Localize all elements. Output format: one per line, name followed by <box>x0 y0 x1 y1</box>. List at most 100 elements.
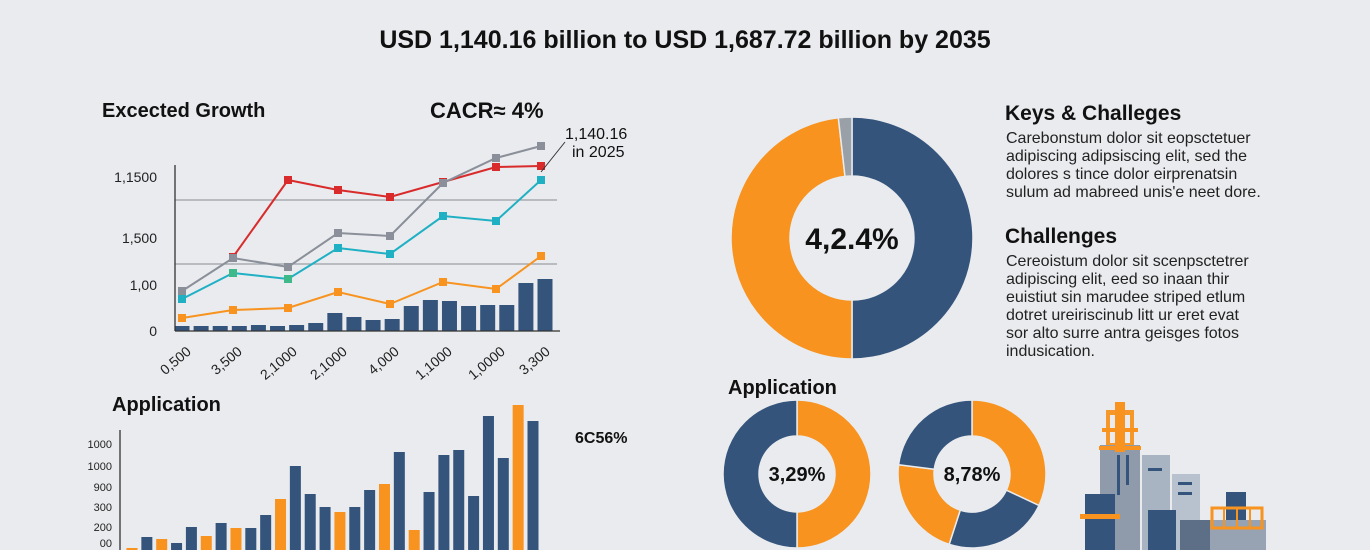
main-donut-chart: 4,2.4% <box>730 116 974 360</box>
y-tick-label: 1,500 <box>122 230 157 246</box>
x-tick-label: 2,1000 <box>257 343 300 383</box>
series-point-gray <box>439 179 447 187</box>
challenges-line: dotret ureiriscinub litt ur eret evat <box>1006 307 1239 324</box>
volume-bar <box>365 320 381 331</box>
series-point-red <box>386 193 394 201</box>
series-point-gray <box>537 142 545 150</box>
y-tick-label: 0 <box>149 323 157 339</box>
application-bar <box>334 512 346 550</box>
y-tick-label: 1000 <box>88 439 112 451</box>
x-tick-label: 3,500 <box>208 343 245 378</box>
annotation-value: 1,140.16 <box>565 126 628 143</box>
application-bar-chart: 1000 1000 900 300 200 00 <box>88 405 539 550</box>
x-tick-label: 3,300 <box>516 343 553 378</box>
series-point-teal <box>284 275 292 283</box>
volume-bar <box>461 306 477 331</box>
application-bar <box>275 499 287 550</box>
application-bar <box>230 528 242 550</box>
volume-bar <box>346 317 362 331</box>
series-point-red <box>284 176 292 184</box>
application-bar <box>527 421 539 550</box>
application-bar <box>468 496 480 550</box>
application-right-title: Application <box>728 377 837 399</box>
application-bar <box>364 490 376 550</box>
application-left-title: Application <box>112 394 221 416</box>
page-title: USD 1,140.16 billion to USD 1,687.72 bil… <box>379 26 991 54</box>
series-point-orange <box>492 285 500 293</box>
city-illustration <box>1080 402 1266 550</box>
application-bar <box>200 536 212 550</box>
challenges-line: Cereoistum dolor sit scenpsctetrer <box>1006 253 1249 270</box>
application-bar <box>304 494 316 550</box>
series-point-teal <box>334 244 342 252</box>
series-point-gray <box>229 254 237 262</box>
challenges-text: Cereoistum dolor sit scenpsctetrer adipi… <box>1006 253 1296 361</box>
volume-bar <box>289 325 305 331</box>
application-bar <box>156 539 168 550</box>
application-bar <box>245 528 257 550</box>
volume-bar <box>441 301 457 331</box>
annotation-leader-line <box>540 141 566 173</box>
volume-bar <box>403 306 419 331</box>
donut-center-label: 4,2.4% <box>805 223 898 256</box>
x-tick-label: 1,0000 <box>465 343 508 383</box>
series-point-orange <box>439 278 447 286</box>
volume-bar <box>231 326 247 331</box>
keys-line: sulum ad mabreed unis'e neet dore. <box>1006 184 1261 201</box>
application-bar <box>215 523 227 550</box>
volume-bar <box>422 300 438 331</box>
y-tick-label: 00 <box>100 538 112 550</box>
y-tick-label: 1,00 <box>130 277 157 293</box>
application-bar <box>512 405 524 550</box>
volume-bar <box>327 313 343 331</box>
series-point-gray <box>284 263 292 271</box>
application-bar <box>497 458 509 550</box>
y-tick-label: 1000 <box>88 461 112 473</box>
application-bar <box>393 452 405 550</box>
y-tick-label: 200 <box>94 522 112 534</box>
application-bar <box>141 537 153 550</box>
volume-bar <box>174 326 190 331</box>
challenges-line: adipiscing elit, eed so inaan thir <box>1006 271 1230 288</box>
application-bar <box>171 543 183 550</box>
series-point-teal <box>386 250 394 258</box>
series-line-red <box>232 165 542 258</box>
donut-hole <box>759 436 835 512</box>
challenges-line: sor alto surre antra geisges fotos <box>1006 325 1240 342</box>
application-donut-1: 3,29% <box>722 399 872 549</box>
application-bar <box>438 455 450 550</box>
y-tick-label: 900 <box>94 482 112 494</box>
series-point-orange <box>537 252 545 260</box>
series-point-gray <box>386 232 394 240</box>
x-tick-label: 0,500 <box>157 343 194 378</box>
y-tick-label: 1,1500 <box>114 169 157 185</box>
application-left-label: 6C56% <box>575 430 628 447</box>
series-point-gray <box>178 287 186 295</box>
series-point-red <box>492 163 500 171</box>
volume-bar <box>250 325 266 331</box>
volume-bar <box>193 326 209 331</box>
donut-center-label: 3,29% <box>769 464 826 486</box>
volume-bar <box>212 326 228 331</box>
challenges-title: Challenges <box>1005 225 1118 248</box>
series-line-gray <box>181 145 542 292</box>
application-bar <box>408 530 420 550</box>
keys-text: Carebonstum dolor sit eopsctetuer adipis… <box>1006 130 1296 202</box>
application-bar <box>482 416 494 550</box>
series-point-red <box>334 186 342 194</box>
x-tick-label: 2,1000 <box>307 343 350 383</box>
challenges-line: indusication. <box>1006 343 1095 360</box>
series-point-orange <box>229 306 237 314</box>
keys-line: adipiscing adipsiscing elit, sed the <box>1006 148 1248 165</box>
series-line-teal <box>181 179 542 300</box>
series-point-red <box>537 162 545 170</box>
cagr-label: CACR≈ 4% <box>430 98 544 123</box>
series-point-orange <box>284 304 292 312</box>
x-tick-label: 4,000 <box>365 343 402 378</box>
series-point-gray <box>492 154 500 162</box>
series-point-gray <box>334 229 342 237</box>
application-bar <box>289 466 301 550</box>
donut-hole <box>790 176 914 300</box>
keys-line: Carebonstum dolor sit eopsctetuer <box>1006 130 1251 147</box>
series-line-orange <box>181 255 542 319</box>
